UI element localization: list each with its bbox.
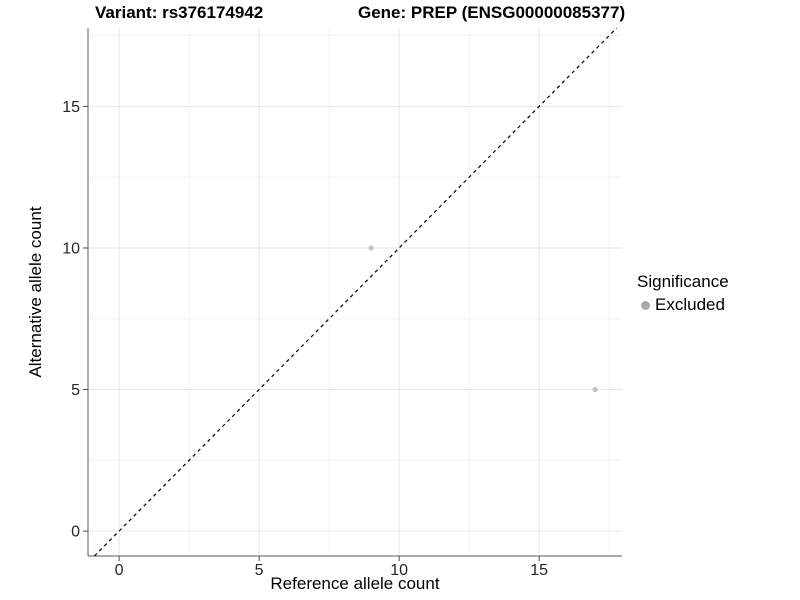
x-tick-label: 10: [390, 562, 408, 579]
y-tick-label: 0: [71, 524, 80, 541]
legend-item-excluded: Excluded: [637, 295, 729, 315]
x-axis-title: Reference allele count: [270, 574, 440, 593]
variant-title: Variant: rs376174942: [95, 3, 264, 22]
x-tick-label: 0: [115, 562, 124, 579]
y-axis-title: Alternative allele count: [26, 206, 45, 378]
excluded-point-icon: [641, 300, 650, 310]
data-point: [368, 245, 374, 251]
y-tick-label: 5: [71, 382, 80, 399]
gene-title: Gene: PREP (ENSG00000085377): [358, 3, 626, 22]
legend: Significance Excluded: [637, 272, 729, 315]
y-tick-label: 10: [62, 240, 80, 257]
x-tick-label: 15: [530, 562, 548, 579]
data-point: [592, 386, 598, 393]
identity-dashed-line: [94, 27, 618, 557]
y-tick-label: 15: [62, 99, 80, 116]
x-tick-label: 5: [255, 562, 264, 579]
legend-item-label: Excluded: [655, 295, 725, 314]
legend-title: Significance: [637, 272, 729, 291]
